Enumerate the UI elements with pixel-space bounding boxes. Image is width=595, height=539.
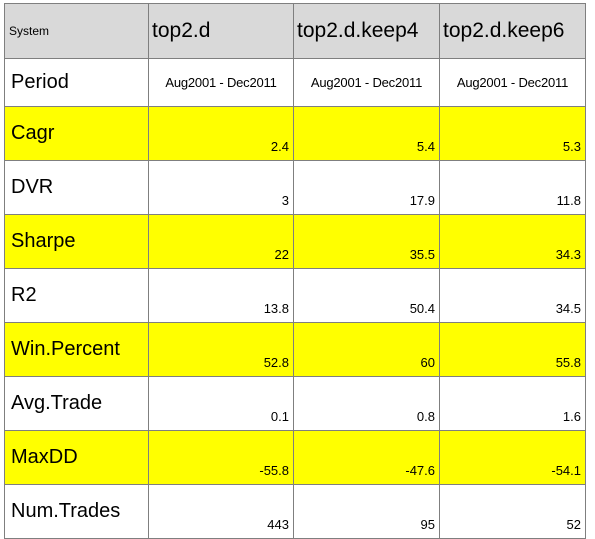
header-row: System top2.d top2.d.keep4 top2.d.keep6 — [4, 3, 586, 59]
row-label: Win.Percent — [4, 322, 149, 377]
cell-value: 0.1 — [148, 376, 294, 431]
cell-value: 55.8 — [439, 322, 586, 377]
cell-value: 1.6 — [439, 376, 586, 431]
cell-value: 95 — [293, 484, 440, 539]
cell-value: 2.4 — [148, 106, 294, 161]
cell-value: 22 — [148, 214, 294, 269]
cell-value: 50.4 — [293, 268, 440, 323]
cell-value: 5.4 — [293, 106, 440, 161]
cell-value: 0.8 — [293, 376, 440, 431]
cell-value: 60 — [293, 322, 440, 377]
cell-value: -47.6 — [293, 430, 440, 485]
row-label: Avg.Trade — [4, 376, 149, 431]
cell-value: 52 — [439, 484, 586, 539]
row-label: Sharpe — [4, 214, 149, 269]
row-label: Cagr — [4, 106, 149, 161]
row-label: Num.Trades — [4, 484, 149, 539]
row-win-percent: Win.Percent 52.8 60 55.8 — [4, 322, 586, 377]
cell-value: Aug2001 - Dec2011 — [148, 58, 294, 107]
row-cagr: Cagr 2.4 5.4 5.3 — [4, 106, 586, 161]
row-period: Period Aug2001 - Dec2011 Aug2001 - Dec20… — [4, 58, 586, 107]
stats-table: System top2.d top2.d.keep4 top2.d.keep6 … — [4, 3, 586, 539]
header-col-top2-d: top2.d — [148, 3, 294, 59]
cell-value: 11.8 — [439, 160, 586, 215]
cell-value: 52.8 — [148, 322, 294, 377]
header-system: System — [4, 3, 149, 59]
cell-value: 34.5 — [439, 268, 586, 323]
row-maxdd: MaxDD -55.8 -47.6 -54.1 — [4, 430, 586, 485]
row-r2: R2 13.8 50.4 34.5 — [4, 268, 586, 323]
row-label: R2 — [4, 268, 149, 323]
cell-value: -54.1 — [439, 430, 586, 485]
cell-value: 13.8 — [148, 268, 294, 323]
row-label: Period — [4, 58, 149, 107]
cell-value: Aug2001 - Dec2011 — [439, 58, 586, 107]
row-label: MaxDD — [4, 430, 149, 485]
cell-value: 34.3 — [439, 214, 586, 269]
row-avg-trade: Avg.Trade 0.1 0.8 1.6 — [4, 376, 586, 431]
cell-value: 17.9 — [293, 160, 440, 215]
row-num-trades: Num.Trades 443 95 52 — [4, 484, 586, 539]
row-label: DVR — [4, 160, 149, 215]
cell-value: 5.3 — [439, 106, 586, 161]
row-sharpe: Sharpe 22 35.5 34.3 — [4, 214, 586, 269]
row-dvr: DVR 3 17.9 11.8 — [4, 160, 586, 215]
cell-value: 35.5 — [293, 214, 440, 269]
cell-value: 443 — [148, 484, 294, 539]
cell-value: Aug2001 - Dec2011 — [293, 58, 440, 107]
header-col-top2-d-keep6: top2.d.keep6 — [439, 3, 586, 59]
cell-value: 3 — [148, 160, 294, 215]
header-col-top2-d-keep4: top2.d.keep4 — [293, 3, 440, 59]
cell-value: -55.8 — [148, 430, 294, 485]
